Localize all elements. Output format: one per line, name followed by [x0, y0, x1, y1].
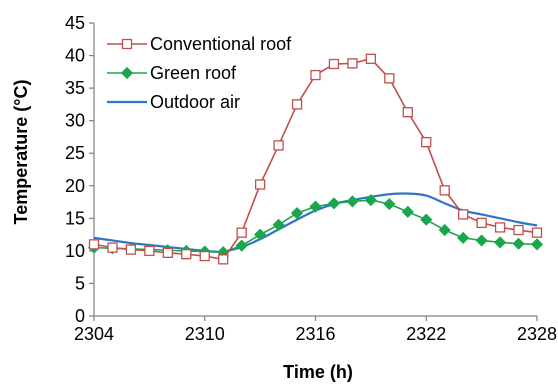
y-tick-label: 25: [65, 143, 85, 163]
data-point: [346, 195, 359, 208]
data-point: [88, 239, 100, 250]
x-tick-label: 2310: [185, 324, 225, 344]
data-point: [364, 194, 377, 207]
data-point: [290, 207, 304, 220]
legend-item: Outdoor air: [107, 92, 240, 112]
series-layer: [87, 53, 544, 265]
data-point: [144, 245, 155, 257]
series-green-roof: [87, 194, 544, 259]
data-point: [125, 244, 137, 255]
legend-item: Conventional roof: [107, 34, 292, 54]
y-tick-label: 15: [65, 208, 85, 228]
y-tick-label: 10: [65, 241, 85, 261]
data-point: [438, 223, 451, 237]
data-point: [254, 228, 267, 241]
legend-label: Outdoor air: [150, 92, 240, 112]
data-point: [476, 217, 487, 229]
data-point: [402, 107, 413, 118]
y-tick-label: 0: [75, 306, 85, 326]
data-point: [494, 236, 507, 249]
data-point: [457, 231, 470, 244]
data-point: [458, 209, 469, 220]
data-point: [236, 227, 247, 238]
y-axis-ticks: 0 5 10 15 20 25 30 35 40 45: [65, 13, 94, 326]
x-tick-label: 2304: [74, 324, 114, 344]
x-tick-label: 2328: [517, 324, 557, 344]
y-tick-label: 5: [75, 273, 85, 293]
data-point: [181, 248, 192, 260]
legend: Conventional roof Green roof Outdoor air: [107, 34, 292, 112]
y-axis-title: Temperature (°C): [11, 80, 31, 225]
y-tick-label: 20: [65, 176, 85, 196]
series-conventional-roof: [88, 53, 543, 265]
data-point: [401, 205, 414, 218]
legend-item: Green roof: [107, 63, 237, 83]
data-point: [162, 247, 173, 258]
data-point: [531, 227, 543, 238]
data-point: [347, 58, 358, 69]
data-point: [272, 218, 285, 231]
data-point: [421, 137, 432, 148]
data-point: [309, 200, 322, 213]
data-point: [384, 73, 395, 84]
x-tick-label: 2316: [295, 324, 335, 344]
x-axis-title: Time (h): [283, 362, 353, 382]
x-axis-ticks: 2304 2310 2316 2322 2328: [74, 316, 557, 344]
y-tick-label: 30: [65, 111, 85, 131]
data-point: [420, 213, 433, 226]
data-point: [530, 238, 544, 251]
data-point: [218, 254, 229, 265]
data-point: [383, 197, 396, 211]
data-point: [475, 234, 488, 247]
data-point: [365, 53, 377, 64]
data-point: [291, 99, 303, 110]
legend-marker: [121, 38, 133, 50]
data-point: [107, 242, 118, 253]
data-point: [439, 185, 450, 196]
data-point: [494, 222, 506, 233]
legend-label: Green roof: [150, 63, 237, 83]
data-point: [328, 58, 340, 70]
legend-label: Conventional roof: [150, 34, 292, 54]
series-line: [93, 57, 538, 261]
data-point: [310, 69, 321, 81]
data-point: [327, 197, 341, 210]
data-point: [235, 239, 248, 252]
x-tick-label: 2322: [406, 324, 446, 344]
legend-marker: [120, 66, 134, 80]
y-tick-label: 40: [65, 46, 85, 66]
data-point: [273, 140, 284, 151]
y-tick-label: 45: [65, 13, 85, 33]
data-point: [513, 224, 524, 236]
data-point: [512, 237, 525, 250]
data-point: [254, 179, 266, 190]
data-point: [199, 250, 210, 262]
y-tick-label: 35: [65, 78, 85, 98]
